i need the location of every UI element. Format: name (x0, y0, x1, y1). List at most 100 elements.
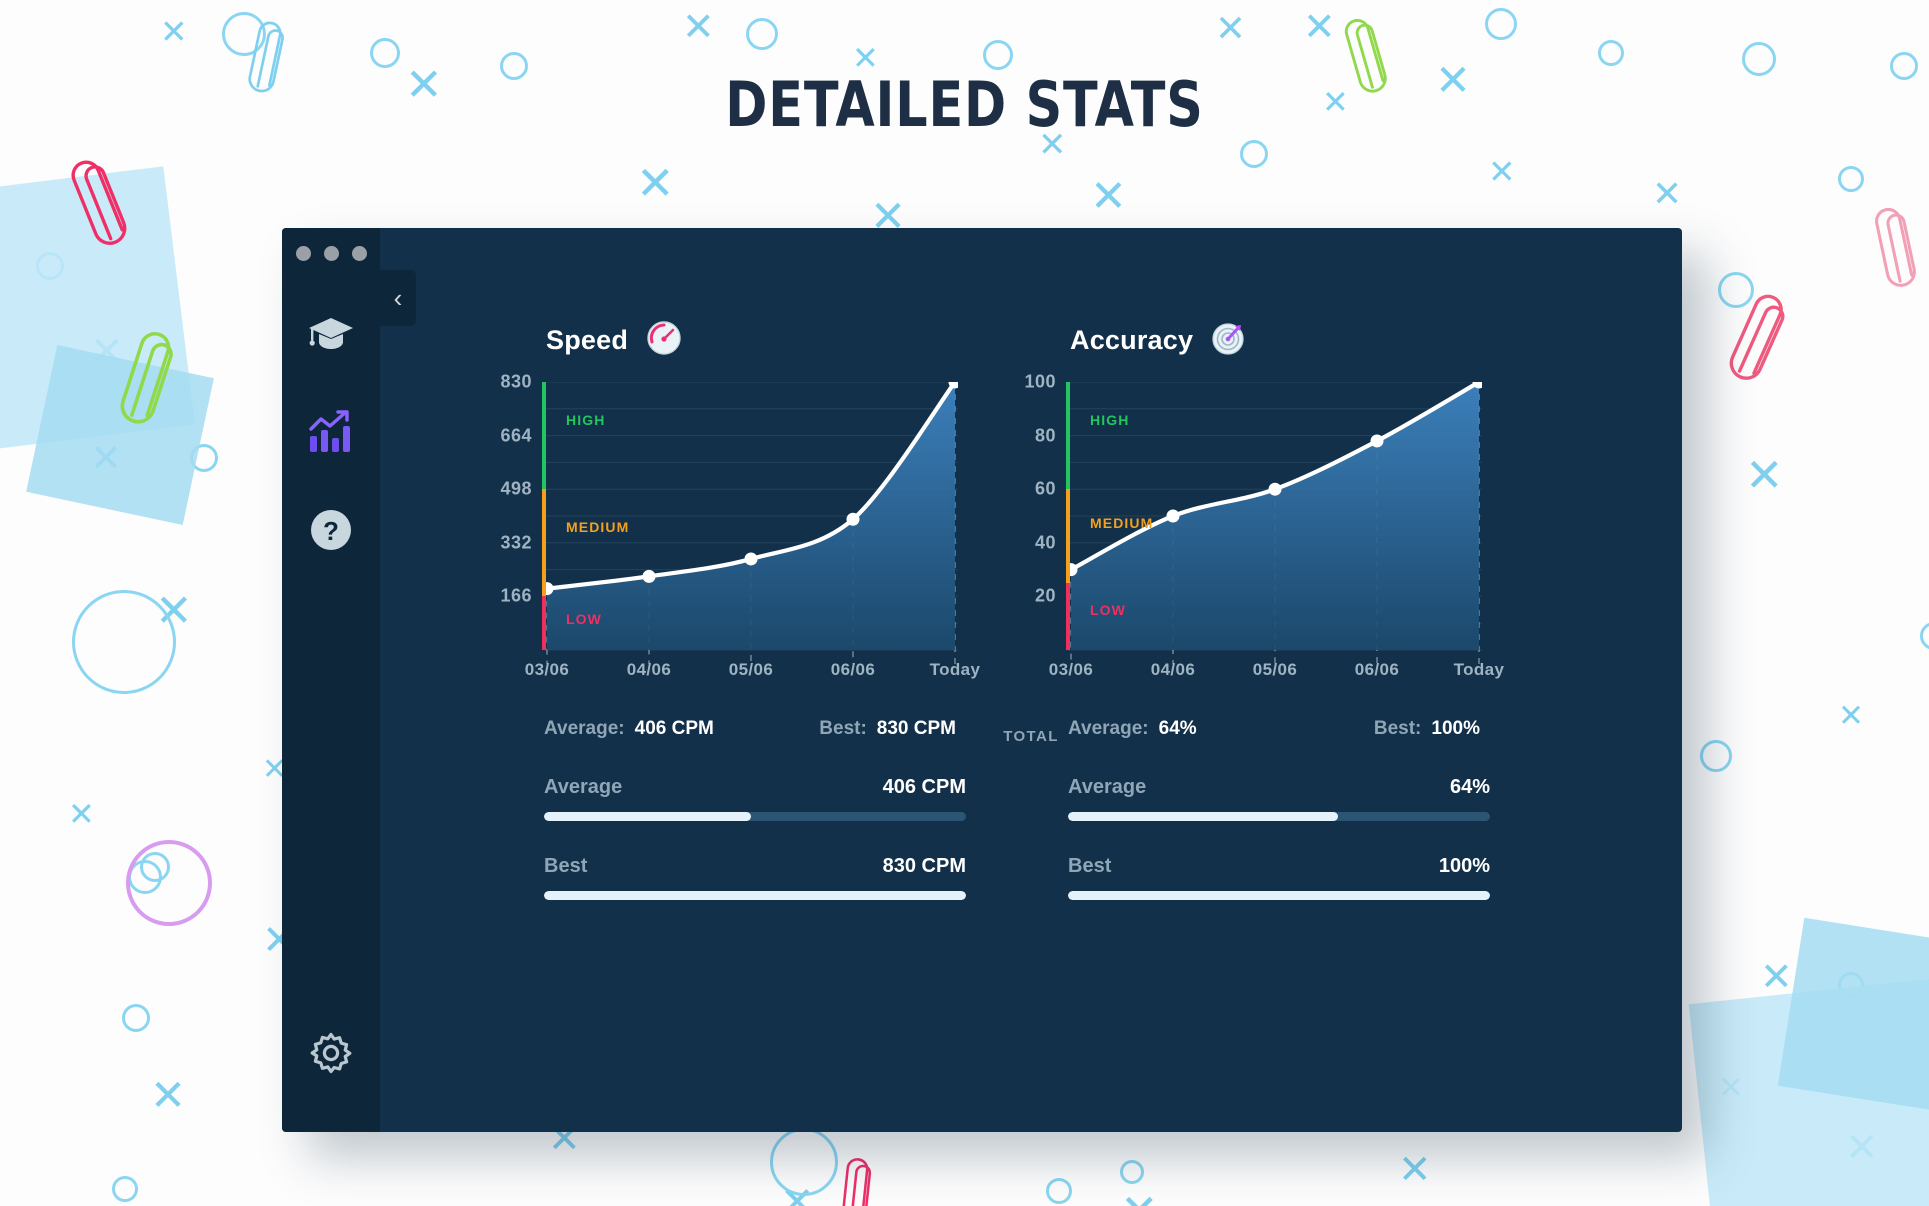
meter-accuracy-average: Average 64% (1068, 776, 1490, 821)
minimize-dot[interactable] (324, 246, 339, 261)
close-dot[interactable] (296, 246, 311, 261)
decorative-paperclip-icon (1871, 198, 1929, 296)
zone-bar-high (1066, 382, 1070, 489)
decorative-circle-icon (983, 40, 1013, 70)
decorative-x-icon: ✕ (90, 332, 124, 372)
decorative-x-icon: ✕ (68, 798, 95, 830)
decorative-x-icon: ✕ (1652, 176, 1682, 212)
sidebar-item-help[interactable]: ? (302, 503, 360, 561)
decorative-paperclip-icon (840, 1153, 882, 1206)
decorative-x-icon: ✕ (1845, 1128, 1879, 1168)
zone-bar-high (542, 382, 546, 489)
decorative-circle-icon (1120, 1160, 1144, 1184)
decorative-x-icon: ✕ (1398, 1150, 1432, 1190)
page-root: ✕✕✕✕✕✕✕✕✕✕✕✕✕✕✕✕✕✕✕✕✕✕✕✕✕✕✕✕✕✕✕✕✕✕✕✕ DET… (0, 0, 1929, 1206)
sidebar-collapse-button[interactable]: ‹ (380, 270, 416, 326)
chart-speed: 830 664 498 332 166 HIGH MEDIUM LOW 03/06 04/06… (466, 382, 966, 682)
decorative-circle-icon (140, 852, 170, 882)
question-mark-icon: ? (309, 508, 353, 557)
graduation-cap-icon (307, 314, 355, 359)
decorative-x-icon: ✕ (1760, 958, 1793, 997)
meter-accuracy-average-track[interactable] (1068, 812, 1490, 821)
meter-speed-best-fill (544, 891, 966, 900)
decorative-paperclip-icon (65, 145, 145, 256)
y-tick-label: 498 (500, 479, 532, 500)
total-section-label: TOTAL (380, 728, 1682, 745)
data-point[interactable] (1371, 434, 1384, 447)
zone-label-low: LOW (566, 611, 602, 627)
app-window: ? ‹ Speed (282, 228, 1682, 1132)
panel-speed: Speed 830 664 498 332 166 HIGH MEDIUM LOW 03/0… (466, 228, 966, 740)
chart-accuracy-plot: HIGH MEDIUM LOW (1068, 382, 1482, 650)
decorative-circle-icon (1718, 272, 1754, 308)
sidebar-item-learn[interactable] (302, 307, 360, 365)
panel-accuracy-header: Accuracy (1070, 320, 1490, 360)
totals-speed: Average 406 CPM Best 830 CPM (544, 776, 966, 934)
y-tick-label: 830 (500, 372, 532, 393)
y-tick-label: 166 (500, 586, 532, 607)
data-point[interactable] (745, 552, 758, 565)
decorative-x-icon: ✕ (1718, 1072, 1744, 1103)
window-traffic-lights (296, 246, 367, 261)
data-point[interactable] (1269, 483, 1282, 496)
speedometer-icon (646, 320, 682, 361)
meter-speed-best-track[interactable] (544, 891, 966, 900)
decorative-circle-icon (1598, 40, 1624, 66)
y-tick-label: 100 (1024, 372, 1056, 393)
zone-label-high: HIGH (566, 412, 605, 428)
x-tick-label: 03/06 (525, 660, 570, 680)
decorative-circle-icon (1890, 52, 1918, 80)
chart-speed-x-axis: 03/06 04/06 05/06 06/06 Today (544, 660, 958, 684)
decorative-circle-icon (1838, 166, 1864, 192)
decorative-paper (1689, 977, 1929, 1206)
decorative-x-icon: ✕ (1120, 1188, 1159, 1206)
bar-chart-icon (308, 410, 354, 459)
decorative-circle-icon (370, 38, 400, 68)
panel-accuracy-title: Accuracy (1070, 325, 1193, 356)
zone-bar-medium (1066, 489, 1070, 583)
meter-speed-average-value: 406 CPM (883, 776, 966, 799)
sidebar-item-stats[interactable] (302, 405, 360, 463)
x-tick-label: 06/06 (831, 660, 876, 680)
zone-bar-low (542, 596, 546, 650)
page-title: DETAILED STATS (174, 68, 1756, 141)
decorative-circle-icon (128, 860, 162, 894)
data-point[interactable] (1167, 510, 1180, 523)
chart-speed-y-axis: 830 664 498 332 166 (466, 382, 532, 650)
decorative-circle-icon (112, 1176, 138, 1202)
sidebar-item-settings[interactable] (302, 1026, 360, 1084)
decorative-x-icon: ✕ (636, 160, 675, 206)
x-tick-label: 03/06 (1049, 660, 1094, 680)
decorative-x-icon: ✕ (1303, 8, 1336, 47)
meter-speed-best: Best 830 CPM (544, 855, 966, 900)
decorative-x-icon: ✕ (780, 1182, 814, 1206)
decorative-x-icon: ✕ (1090, 175, 1127, 219)
data-point[interactable] (847, 513, 860, 526)
decorative-circle-icon (1700, 740, 1732, 772)
meter-accuracy-best: Best 100% (1068, 855, 1490, 900)
decorative-circle-icon (222, 12, 266, 56)
decorative-paper (26, 345, 214, 525)
meter-speed-average-fill (544, 812, 751, 821)
decorative-circle-icon (1046, 1178, 1072, 1204)
y-tick-label: 20 (1035, 586, 1056, 607)
decorative-paperclip-icon (1721, 285, 1804, 396)
x-tick-label: Today (930, 660, 981, 680)
meter-speed-average-track[interactable] (544, 812, 966, 821)
chart-accuracy: 100 80 60 40 20 HIGH MEDIUM LOW 03/06 04/06 05/0… (990, 382, 1490, 682)
zone-bar-low (1066, 583, 1070, 650)
decorative-x-icon: ✕ (1745, 452, 1784, 498)
panel-speed-title: Speed (546, 325, 628, 356)
data-point[interactable] (643, 570, 656, 583)
decorative-x-icon: ✕ (90, 440, 122, 478)
decorative-paper (1778, 918, 1929, 1113)
main-content: Speed 830 664 498 332 166 HIGH MEDIUM LOW 03/0… (380, 228, 1682, 1132)
meter-accuracy-best-track[interactable] (1068, 891, 1490, 900)
decorative-paper (0, 166, 195, 453)
maximize-dot[interactable] (352, 246, 367, 261)
meter-speed-average: Average 406 CPM (544, 776, 966, 821)
decorative-x-icon: ✕ (150, 1075, 186, 1118)
panel-accuracy: Accuracy 100 80 60 40 20 HI (990, 228, 1490, 740)
decorative-circle-icon (1838, 972, 1864, 998)
chart-accuracy-x-axis: 03/06 04/06 05/06 06/06 Today (1068, 660, 1482, 684)
